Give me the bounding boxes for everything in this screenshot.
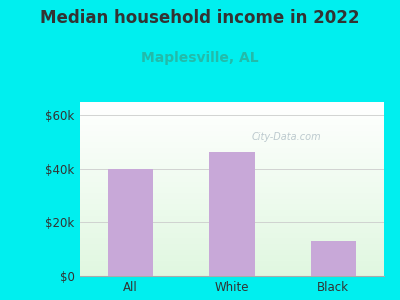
- Text: Maplesville, AL: Maplesville, AL: [141, 51, 259, 65]
- Text: City-Data.com: City-Data.com: [252, 132, 322, 142]
- Bar: [108, 169, 154, 276]
- Bar: [209, 152, 255, 276]
- Bar: [310, 241, 356, 276]
- Text: Median household income in 2022: Median household income in 2022: [40, 9, 360, 27]
